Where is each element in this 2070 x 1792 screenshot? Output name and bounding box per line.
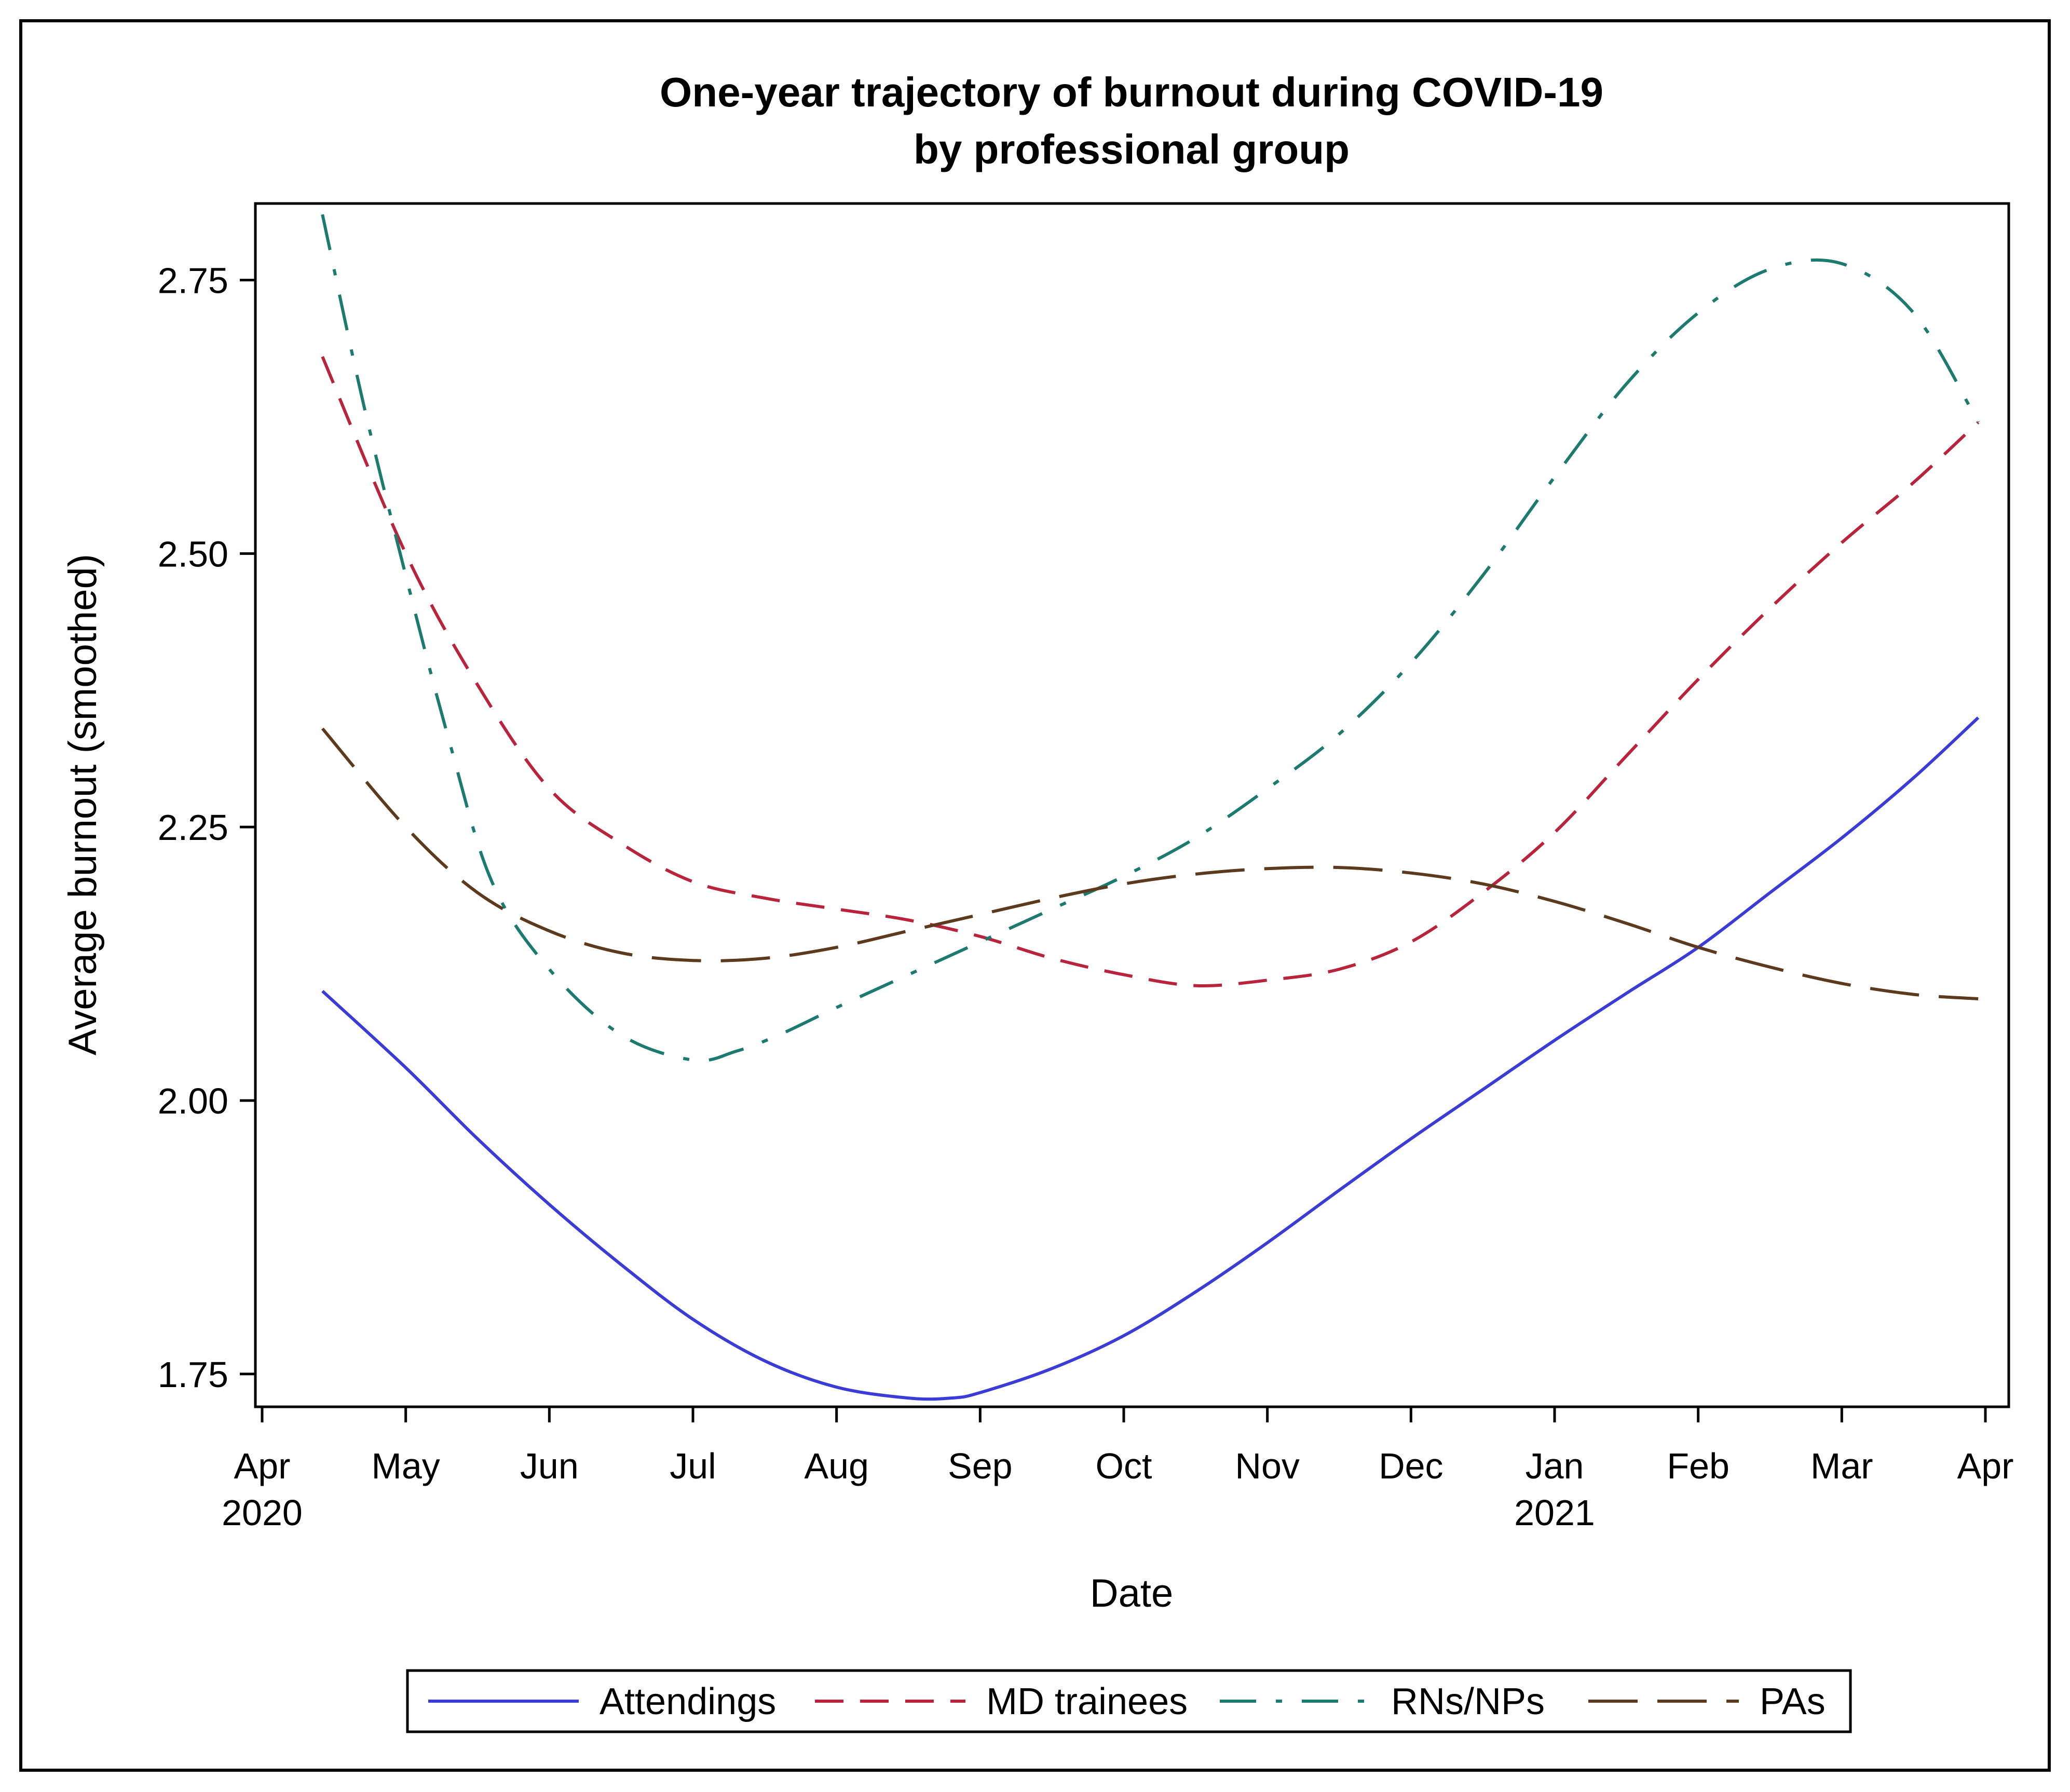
legend-label-rns-nps: RNs/NPs (1391, 1681, 1545, 1722)
y-tick-label: 1.75 (158, 1354, 228, 1395)
x-axis-label: Date (1090, 1571, 1174, 1615)
series-line-rns-nps (321, 214, 1980, 1063)
x-tick-label: May (372, 1446, 440, 1486)
x-tick-label: Jun (520, 1446, 579, 1486)
series-line-pas (321, 727, 1979, 1000)
x-tick-label: Dec (1379, 1446, 1443, 1486)
legend-label-pas: PAs (1760, 1681, 1826, 1722)
x-tick-label: Sep (948, 1446, 1013, 1486)
chart-title: One-year trajectory of burnout during CO… (660, 69, 1603, 115)
y-tick-label: 2.75 (158, 261, 228, 301)
x-tick-label: Oct (1096, 1446, 1152, 1486)
y-tick-label: 2.00 (158, 1081, 228, 1121)
outer-frame (19, 19, 2051, 1772)
y-tick-label: 2.25 (158, 807, 228, 848)
y-axis-label: Average burnout (smoothed) (61, 554, 105, 1055)
x-tick-label: Jul (670, 1446, 716, 1486)
x-tick-label: Mar (1810, 1446, 1873, 1486)
x-tick-label: Apr (1957, 1446, 2014, 1486)
chart-subtitle: by professional group (914, 126, 1350, 172)
legend: Attendings MD trainees RNs/NPs PAs (406, 1669, 1852, 1733)
legend-items: Attendings MD trainees RNs/NPs PAs (428, 1681, 1826, 1722)
x-tick-label: Feb (1667, 1446, 1729, 1486)
series-layer (321, 214, 1980, 1401)
series-line-md-trainees (321, 356, 1980, 987)
x-tick-label: Aug (804, 1446, 869, 1486)
legend-label-attendings: Attendings (600, 1681, 776, 1722)
x-axis: Apr 2020 May Jun Jul Aug Sep Oct Nov Dec Jan 2021 Fe… (222, 1407, 2013, 1533)
x-tick-label: Nov (1235, 1446, 1299, 1486)
y-tick-label: 2.50 (158, 534, 228, 574)
plot-area (254, 202, 2010, 1408)
x-tick-year-label: 2021 (1514, 1492, 1595, 1533)
legend-label-md-trainees: MD trainees (986, 1681, 1188, 1722)
x-tick-label: Jan (1526, 1446, 1584, 1486)
x-tick-label: Apr (234, 1446, 291, 1486)
y-axis: 1.75 2.00 2.25 2.50 2.75 (158, 261, 255, 1395)
series-line-attendings (321, 716, 1980, 1401)
x-tick-year-label: 2020 (222, 1492, 303, 1533)
